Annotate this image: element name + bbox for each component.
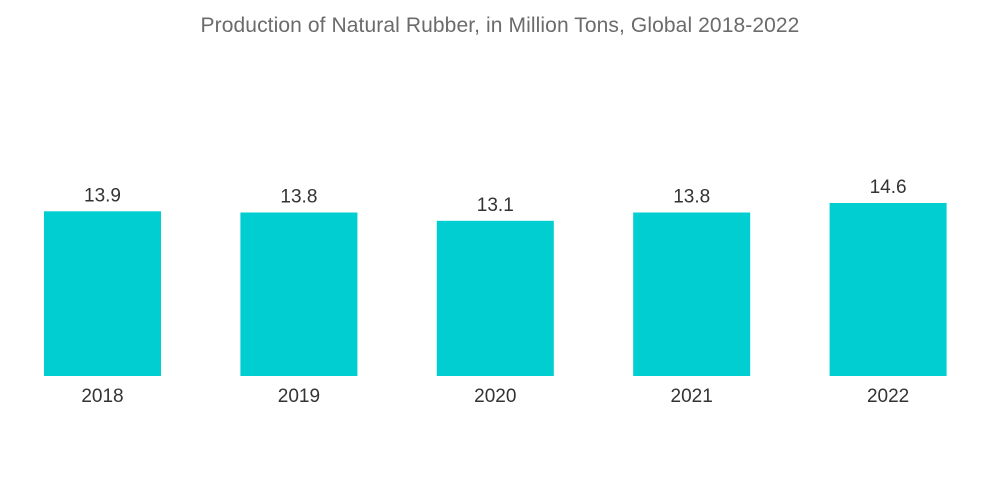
value-labels-group: 13.9 13.8 13.1 13.8 14.6	[84, 177, 907, 216]
bar-2018	[44, 211, 161, 376]
bar-2019	[240, 212, 358, 376]
x-tick-2021: 2021	[671, 386, 713, 407]
chart-title: Production of Natural Rubber, in Million…	[200, 14, 800, 37]
value-label-2020: 13.1	[477, 195, 514, 216]
value-label-2018: 13.9	[84, 185, 121, 206]
bar-2021	[633, 212, 751, 376]
x-tick-2020: 2020	[474, 386, 516, 407]
x-tick-2019: 2019	[278, 386, 320, 407]
value-label-2019: 13.8	[280, 187, 317, 208]
bar-2022	[829, 203, 947, 376]
x-tick-2022: 2022	[867, 386, 909, 407]
value-label-2021: 13.8	[673, 187, 710, 208]
x-tick-2018: 2018	[81, 386, 123, 407]
x-axis-tick-labels: 2018 2019 2020 2021 2022	[81, 386, 909, 407]
bar-2020	[436, 220, 554, 376]
value-label-2022: 14.6	[870, 177, 907, 198]
bars-group	[44, 203, 947, 376]
